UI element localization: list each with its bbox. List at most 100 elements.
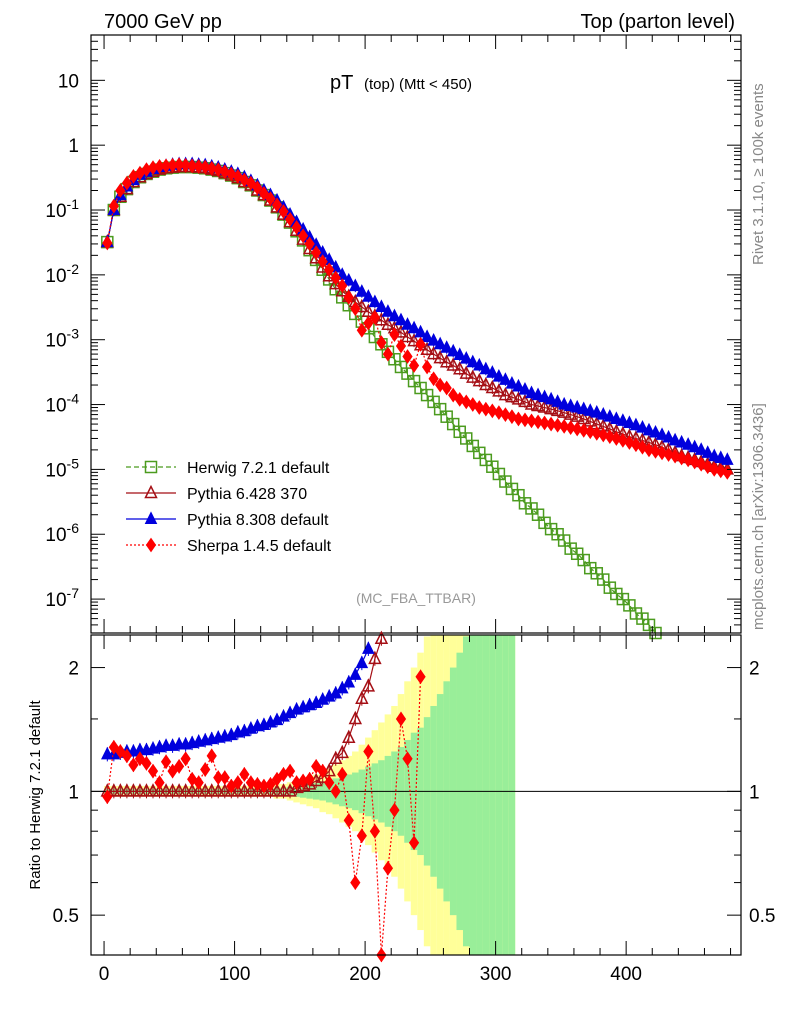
data-point-sherpa-1-4-5-default bbox=[363, 315, 374, 331]
ratio-point-pythia-6-428-370 bbox=[315, 769, 330, 783]
data-point-sherpa-1-4-5-default bbox=[545, 416, 557, 432]
data-point-pythia-6-428-370 bbox=[446, 357, 460, 371]
data-point-sherpa-1-4-5-default bbox=[395, 338, 407, 354]
ratio-point-sherpa-1-4-5-default bbox=[173, 759, 185, 774]
data-point-sherpa-1-4-5-default bbox=[330, 270, 341, 286]
ratio-point-sherpa-1-4-5-default bbox=[330, 783, 341, 799]
data-point-pythia-8-308-default bbox=[610, 411, 623, 424]
data-point-pythia-8-308-default bbox=[499, 372, 512, 385]
data-point-pythia-8-308-default bbox=[596, 406, 610, 420]
data-point-herwig-7-2-1-default bbox=[446, 417, 460, 431]
ratio-point-sherpa-1-4-5-default bbox=[395, 711, 407, 727]
legend-marker-pythia-6-428-370 bbox=[144, 484, 158, 499]
data-point-pythia-6-428-370 bbox=[544, 400, 558, 415]
data-point-pythia-6-428-370 bbox=[492, 383, 506, 397]
ratio-y-ticks: 2 2 1 1 0.5 0.5 bbox=[53, 659, 776, 928]
data-point-pythia-6-428-370 bbox=[355, 298, 369, 313]
data-point-sherpa-1-4-5-default bbox=[532, 414, 544, 430]
ratio-x-ticks bbox=[103, 635, 732, 955]
ratio-point-pythia-6-428-370 bbox=[237, 783, 252, 797]
header-left: 7000 GeV pp bbox=[104, 11, 222, 33]
ratio-point-sherpa-1-4-5-default bbox=[219, 770, 230, 785]
data-point-pythia-8-308-default bbox=[583, 403, 597, 416]
legend-marker-sherpa-1-4-5-default bbox=[145, 537, 157, 553]
data-point-herwig-7-2-1-default bbox=[420, 388, 434, 402]
data-point-herwig-7-2-1-default bbox=[597, 573, 610, 586]
data-point-herwig-7-2-1-default bbox=[531, 508, 545, 521]
ratio-y-tick-label: 2 bbox=[68, 659, 79, 680]
data-point-herwig-7-2-1-default bbox=[479, 453, 493, 467]
ratio-point-sherpa-1-4-5-default bbox=[415, 669, 426, 685]
ratio-series-layer bbox=[100, 630, 426, 963]
data-point-pythia-8-308-default bbox=[714, 450, 728, 463]
ratio-point-sherpa-1-4-5-default bbox=[167, 763, 178, 779]
ratio-y-tick-label-right: 1 bbox=[749, 782, 760, 803]
data-point-sherpa-1-4-5-default bbox=[709, 462, 720, 477]
data-point-pythia-8-308-default bbox=[655, 427, 669, 440]
main-series-layer bbox=[100, 156, 735, 640]
data-point-pythia-6-428-370 bbox=[459, 365, 473, 379]
data-point-pythia-8-308-default bbox=[623, 415, 636, 428]
ratio-y-label: Ratio to Herwig 7.2.1 default bbox=[27, 700, 44, 890]
data-point-sherpa-1-4-5-default bbox=[604, 429, 615, 445]
data-point-pythia-8-308-default bbox=[701, 445, 715, 458]
ratio-point-sherpa-1-4-5-default bbox=[343, 813, 354, 828]
data-point-sherpa-1-4-5-default bbox=[343, 289, 354, 305]
data-point-herwig-7-2-1-default bbox=[440, 410, 453, 423]
data-point-sherpa-1-4-5-default bbox=[441, 380, 452, 396]
data-point-sherpa-1-4-5-default bbox=[676, 450, 687, 466]
ratio-point-pythia-6-428-370 bbox=[231, 783, 245, 797]
data-point-herwig-7-2-1-default bbox=[433, 402, 447, 416]
data-point-sherpa-1-4-5-default bbox=[611, 431, 622, 446]
data-point-sherpa-1-4-5-default bbox=[382, 346, 394, 362]
ratio-band-inner bbox=[469, 635, 477, 955]
data-point-pythia-8-308-default bbox=[368, 294, 382, 308]
ratio-band-inner bbox=[489, 635, 496, 955]
data-point-herwig-7-2-1-default bbox=[623, 599, 636, 612]
data-point-herwig-7-2-1-default bbox=[642, 618, 656, 632]
ratio-point-pythia-6-428-370 bbox=[342, 729, 356, 744]
main-frame bbox=[90, 34, 742, 634]
data-point-pythia-8-308-default bbox=[459, 351, 473, 364]
ratio-point-sherpa-1-4-5-default bbox=[337, 766, 348, 782]
data-point-pythia-8-308-default bbox=[440, 340, 453, 353]
x-tick-label: 0 bbox=[99, 964, 110, 985]
data-point-sherpa-1-4-5-default bbox=[252, 180, 263, 196]
data-point-pythia-8-308-default bbox=[381, 304, 395, 317]
data-point-sherpa-1-4-5-default bbox=[350, 301, 361, 317]
data-point-sherpa-1-4-5-default bbox=[376, 335, 387, 351]
ratio-frame bbox=[90, 634, 742, 956]
data-point-sherpa-1-4-5-default bbox=[519, 412, 531, 428]
data-point-herwig-7-2-1-default bbox=[505, 482, 519, 496]
ratio-point-sherpa-1-4-5-default bbox=[363, 744, 374, 759]
data-point-pythia-8-308-default bbox=[453, 347, 467, 361]
ratio-point-sherpa-1-4-5-default bbox=[284, 763, 296, 779]
data-point-pythia-6-428-370 bbox=[550, 402, 565, 417]
data-point-pythia-6-428-370 bbox=[394, 324, 408, 338]
data-point-sherpa-1-4-5-default bbox=[245, 175, 256, 191]
ratio-point-sherpa-1-4-5-default bbox=[154, 775, 165, 791]
data-point-sherpa-1-4-5-default bbox=[337, 278, 348, 294]
data-point-pythia-6-428-370 bbox=[315, 259, 330, 273]
data-point-sherpa-1-4-5-default bbox=[291, 219, 302, 235]
data-point-sherpa-1-4-5-default bbox=[121, 175, 133, 191]
ratio-point-sherpa-1-4-5-default bbox=[128, 757, 139, 773]
data-point-pythia-6-428-370 bbox=[563, 406, 578, 420]
data-point-sherpa-1-4-5-default bbox=[559, 419, 570, 434]
data-point-pythia-8-308-default bbox=[362, 289, 375, 302]
data-point-pythia-8-308-default bbox=[531, 387, 545, 401]
ratio-point-pythia-6-428-370 bbox=[133, 783, 147, 797]
ratio-point-pythia-6-428-370 bbox=[224, 783, 239, 797]
data-point-pythia-6-428-370 bbox=[439, 354, 454, 368]
data-point-pythia-6-428-370 bbox=[479, 376, 493, 391]
tick-base: 10 bbox=[45, 331, 66, 352]
data-point-pythia-6-428-370 bbox=[322, 268, 336, 282]
data-point-pythia-8-308-default bbox=[636, 420, 649, 433]
tick-exponent: -7 bbox=[67, 585, 80, 601]
data-point-pythia-8-308-default bbox=[394, 312, 408, 326]
data-point-herwig-7-2-1-default bbox=[557, 534, 571, 547]
data-point-herwig-7-2-1-default bbox=[401, 367, 414, 380]
ratio-point-pythia-6-428-370 bbox=[250, 783, 265, 797]
main-title-main: pT bbox=[330, 72, 353, 94]
data-point-pythia-8-308-default bbox=[486, 365, 499, 378]
